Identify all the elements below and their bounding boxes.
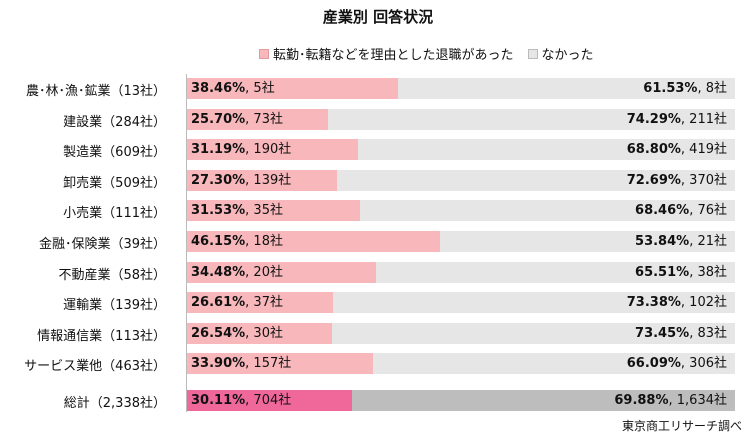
bar-series-2 bbox=[357, 139, 735, 161]
bar-series-2 bbox=[439, 231, 735, 252]
data-label-series-2: 61.53%, 8社 bbox=[643, 81, 727, 96]
category-label: 情報通信業（113社） bbox=[37, 328, 166, 344]
bar-series-2 bbox=[375, 261, 735, 283]
bar-series-1 bbox=[187, 322, 333, 344]
data-label-series-1: 25.70%, 73社 bbox=[191, 111, 283, 127]
bar-series-2 bbox=[332, 322, 735, 344]
category-label: 製造業（609社） bbox=[63, 145, 166, 161]
data-label-series-2: 69.88%, 1,634社 bbox=[614, 393, 727, 408]
data-label-series-1: 31.19%, 190社 bbox=[191, 142, 292, 158]
data-label-series-2: 68.46%, 76社 bbox=[635, 203, 727, 219]
data-label-series-1: 30.11%, 704社 bbox=[191, 393, 292, 408]
category-label: 建設業（284社） bbox=[63, 114, 166, 130]
data-label-series-2: 73.38%, 102社 bbox=[626, 295, 727, 311]
bar-series-1 bbox=[187, 78, 398, 99]
bar-series-1 bbox=[187, 261, 376, 283]
data-label-series-1: 33.90%, 157社 bbox=[191, 356, 292, 372]
category-label: 農･林･漁･鉱業（13社） bbox=[25, 84, 166, 99]
legend-swatch-1 bbox=[259, 48, 269, 59]
bar-series-1 bbox=[187, 139, 358, 161]
plot-frame bbox=[186, 74, 736, 412]
data-label-series-1: 26.54%, 30社 bbox=[191, 325, 283, 341]
data-label-series-1: 31.53%, 35社 bbox=[191, 203, 283, 219]
data-label-series-1: 38.46%, 5社 bbox=[191, 81, 275, 96]
legend-swatch-2 bbox=[527, 48, 538, 59]
legend-item-1: 転勤･転籍などを理由とした退職があった bbox=[259, 44, 514, 63]
category-label: 小売業（111社） bbox=[63, 206, 166, 222]
legend-label-1: 転勤･転籍などを理由とした退職があった bbox=[273, 48, 514, 63]
data-label-series-2: 73.45%, 83社 bbox=[635, 325, 727, 341]
chart-title: 産業別 回答状況 bbox=[322, 8, 434, 26]
bar-series-2 bbox=[359, 200, 735, 222]
bar-series-2 bbox=[336, 169, 735, 191]
bar-series-2 bbox=[352, 390, 735, 411]
data-label-series-2: 66.09%, 306社 bbox=[626, 356, 727, 372]
bar-series-1 bbox=[187, 169, 337, 191]
data-label-series-1: 26.61%, 37社 bbox=[191, 295, 283, 311]
bar-series-1 bbox=[187, 231, 440, 252]
data-label-series-1: 27.30%, 139社 bbox=[191, 172, 292, 188]
bar-series-1 bbox=[187, 353, 373, 375]
data-label-series-2: 72.69%, 370社 bbox=[626, 172, 727, 188]
bar-series-2 bbox=[327, 108, 735, 130]
bar-series-2 bbox=[372, 353, 735, 375]
category-label: 総計（2,338社） bbox=[63, 396, 166, 411]
category-label: 不動産業（58社） bbox=[58, 267, 166, 283]
data-label-series-2: 74.29%, 211社 bbox=[626, 111, 727, 127]
legend: 転勤･転籍などを理由とした退職があった なかった bbox=[259, 44, 608, 63]
bar-series-1 bbox=[187, 108, 328, 130]
category-label: 金融･保険業（39社） bbox=[38, 237, 166, 252]
category-label: 運輸業（139社） bbox=[63, 298, 166, 314]
data-label-series-2: 65.51%, 38社 bbox=[635, 264, 727, 280]
data-label-series-1: 34.48%, 20社 bbox=[191, 264, 283, 280]
data-label-series-1: 46.15%, 18社 bbox=[191, 234, 283, 249]
bar-series-2 bbox=[332, 292, 735, 314]
source-note: 東京商工リサーチ調べ bbox=[621, 419, 742, 433]
category-label: 卸売業（509社） bbox=[63, 175, 166, 191]
legend-item-2: なかった bbox=[527, 44, 594, 63]
data-label-series-2: 53.84%, 21社 bbox=[635, 234, 727, 249]
bar-series-1 bbox=[187, 390, 352, 411]
bar-series-1 bbox=[187, 200, 360, 222]
legend-label-2: なかった bbox=[541, 48, 594, 63]
bar-series-1 bbox=[187, 292, 333, 314]
data-label-series-2: 68.80%, 419社 bbox=[626, 142, 727, 158]
category-label: サービス業他（463社） bbox=[24, 359, 166, 375]
bar-series-2 bbox=[397, 78, 735, 99]
